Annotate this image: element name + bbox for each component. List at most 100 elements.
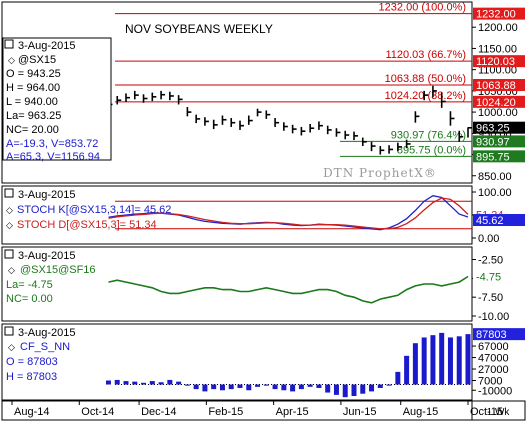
cot-bar [325,384,331,393]
cot-bar [114,379,120,385]
panel-menu-button[interactable] [4,249,14,259]
cot-tick-label: -10000 [478,385,512,397]
cot-last-tag: 87803 [476,329,507,341]
timeframe-box[interactable] [471,400,526,421]
fib-axis-tag: 1063.88 [476,80,516,92]
stoch-d-label: STOCH D[@SX15,3]= 51.34 [17,219,157,231]
x-tick-label: Oct-14 [81,406,114,418]
cot-legend-date: 3-Aug-2015 [18,327,76,339]
fib-axis-tag: 930.97 [476,136,510,148]
cot-bar [290,384,296,392]
legend-avg1: A=-19.3, V=853.72 [6,138,98,150]
spread-symbol: @SX15@SF16 [20,264,96,276]
stoch-legend-date: 3-Aug-2015 [18,189,76,201]
legend-nc: NC= 20.00 [6,124,59,136]
fib-label: 1063.88 (50.0%) [385,73,466,85]
cot-bar [123,381,129,385]
cot-bar [176,381,182,385]
cot-bar [369,384,375,392]
cot-legend: 3-Aug-2015 ◇ CF_S_NN O = 87803 H = 87803 [4,326,76,383]
fib-axis-tag-bg [473,150,525,163]
price-tick-label: 1200.00 [478,22,518,34]
x-tick-label: Apr-15 [276,406,309,418]
fib-label: 1232.00 (100.0%) [379,2,466,14]
cot-bar [447,337,453,385]
legend-last: La= 963.25 [6,110,61,122]
cot-tick-label: 67000 [478,341,509,353]
cot-last-tag-bg [473,328,525,341]
stoch-k-tag-bg [473,214,525,227]
x-tick-label: Aug-15 [403,406,438,418]
diamond-icon: ◇ [8,342,15,352]
spread-last-tag-bg [473,270,525,283]
cot-bar [272,384,278,390]
spread-panel [1,246,473,322]
fib-axis-tag-bg [473,55,525,68]
price-tick-label: 850.00 [478,171,512,183]
chart-title: NOV SOYBEANS WEEKLY [125,22,273,36]
cot-bar [386,384,392,386]
cot-bar [351,384,357,396]
last-price-tag: 963.25 [476,123,510,135]
fib-axis-tag-bg [473,95,525,108]
fib-axis-tag-bg [473,78,525,91]
x-tick-label: Jun-15 [343,406,377,418]
diamond-icon: ◇ [6,205,13,215]
cot-bar [316,384,322,388]
fib-axis-tag: 1232.00 [476,9,516,21]
price-tick-label: 1150.00 [478,43,517,55]
cot-bar [439,332,445,385]
cot-bar [421,337,427,385]
cot-bar [105,380,111,385]
cot-bar [360,384,366,394]
cot-bar [202,384,208,392]
x-tick-label: Feb-15 [208,406,243,418]
x-tick-label: Dec-14 [141,406,176,418]
fib-label: 930.97 (76.4%) [391,129,466,141]
fib-axis-tag: 895.75 [476,151,510,163]
cot-panel [1,323,473,401]
cot-bar [456,336,462,385]
fib-label: 1120.03 (66.7%) [385,49,466,61]
cot-symbol: CF_S_NN [20,341,70,353]
stoch-k-label: STOCH K[@SX15,3,14]= 45.62 [17,204,171,216]
cot-bar [404,355,410,385]
cot-bar [298,384,304,390]
spread-legend-date: 3-Aug-2015 [18,250,76,262]
spread-legend: 3-Aug-2015 ◇ @SX15@SF16 La= -4.75 NC= 0.… [4,249,96,305]
cot-bar [211,384,217,390]
stoch-legend: 3-Aug-2015 ◇ STOCH K[@SX15,3,14]= 45.62 … [4,188,171,231]
spread-last-tag: -4.75 [476,271,501,283]
cot-bar [333,384,339,395]
timeframe-label: 1 Wk [487,407,511,418]
cot-bar [167,379,173,385]
spread-nc: NC= 0.00 [6,293,53,305]
cot-bar [228,384,234,390]
panel-menu-button[interactable] [4,39,14,49]
cot-bar [149,381,155,385]
x-tick-label: Oct-15 [470,406,503,418]
panel-menu-button[interactable] [4,188,14,198]
legend-low: L = 940.00 [6,96,58,108]
cot-bar [342,384,348,398]
stoch-d-line [108,197,469,230]
cot-bar [141,382,147,385]
legend-avg2: A=65.3, V=1156.94 [6,151,100,163]
legend-symbol: @SX15 [18,54,56,66]
cot-tick-label: 47000 [478,353,509,365]
cot-tick-label: 27000 [478,364,509,376]
fib-axis-tag: 1024.20 [476,97,516,109]
legend-date: 3-Aug-2015 [18,40,76,52]
x-tick-label: Aug-14 [14,406,49,418]
cot-bar [263,384,269,386]
legend-open: O = 943.25 [6,68,61,80]
cot-bar [395,371,401,385]
diamond-icon: ◇ [6,220,13,230]
panel-menu-button[interactable] [4,326,14,336]
cot-high: H = 87803 [6,371,57,383]
price-legend: 3-Aug-2015 ◇ @SX15 O = 943.25 H = 964.00… [2,37,112,163]
cot-bar [237,384,243,388]
fib-axis-tag: 1120.03 [476,56,515,68]
spread-last: La= -4.75 [6,279,53,291]
